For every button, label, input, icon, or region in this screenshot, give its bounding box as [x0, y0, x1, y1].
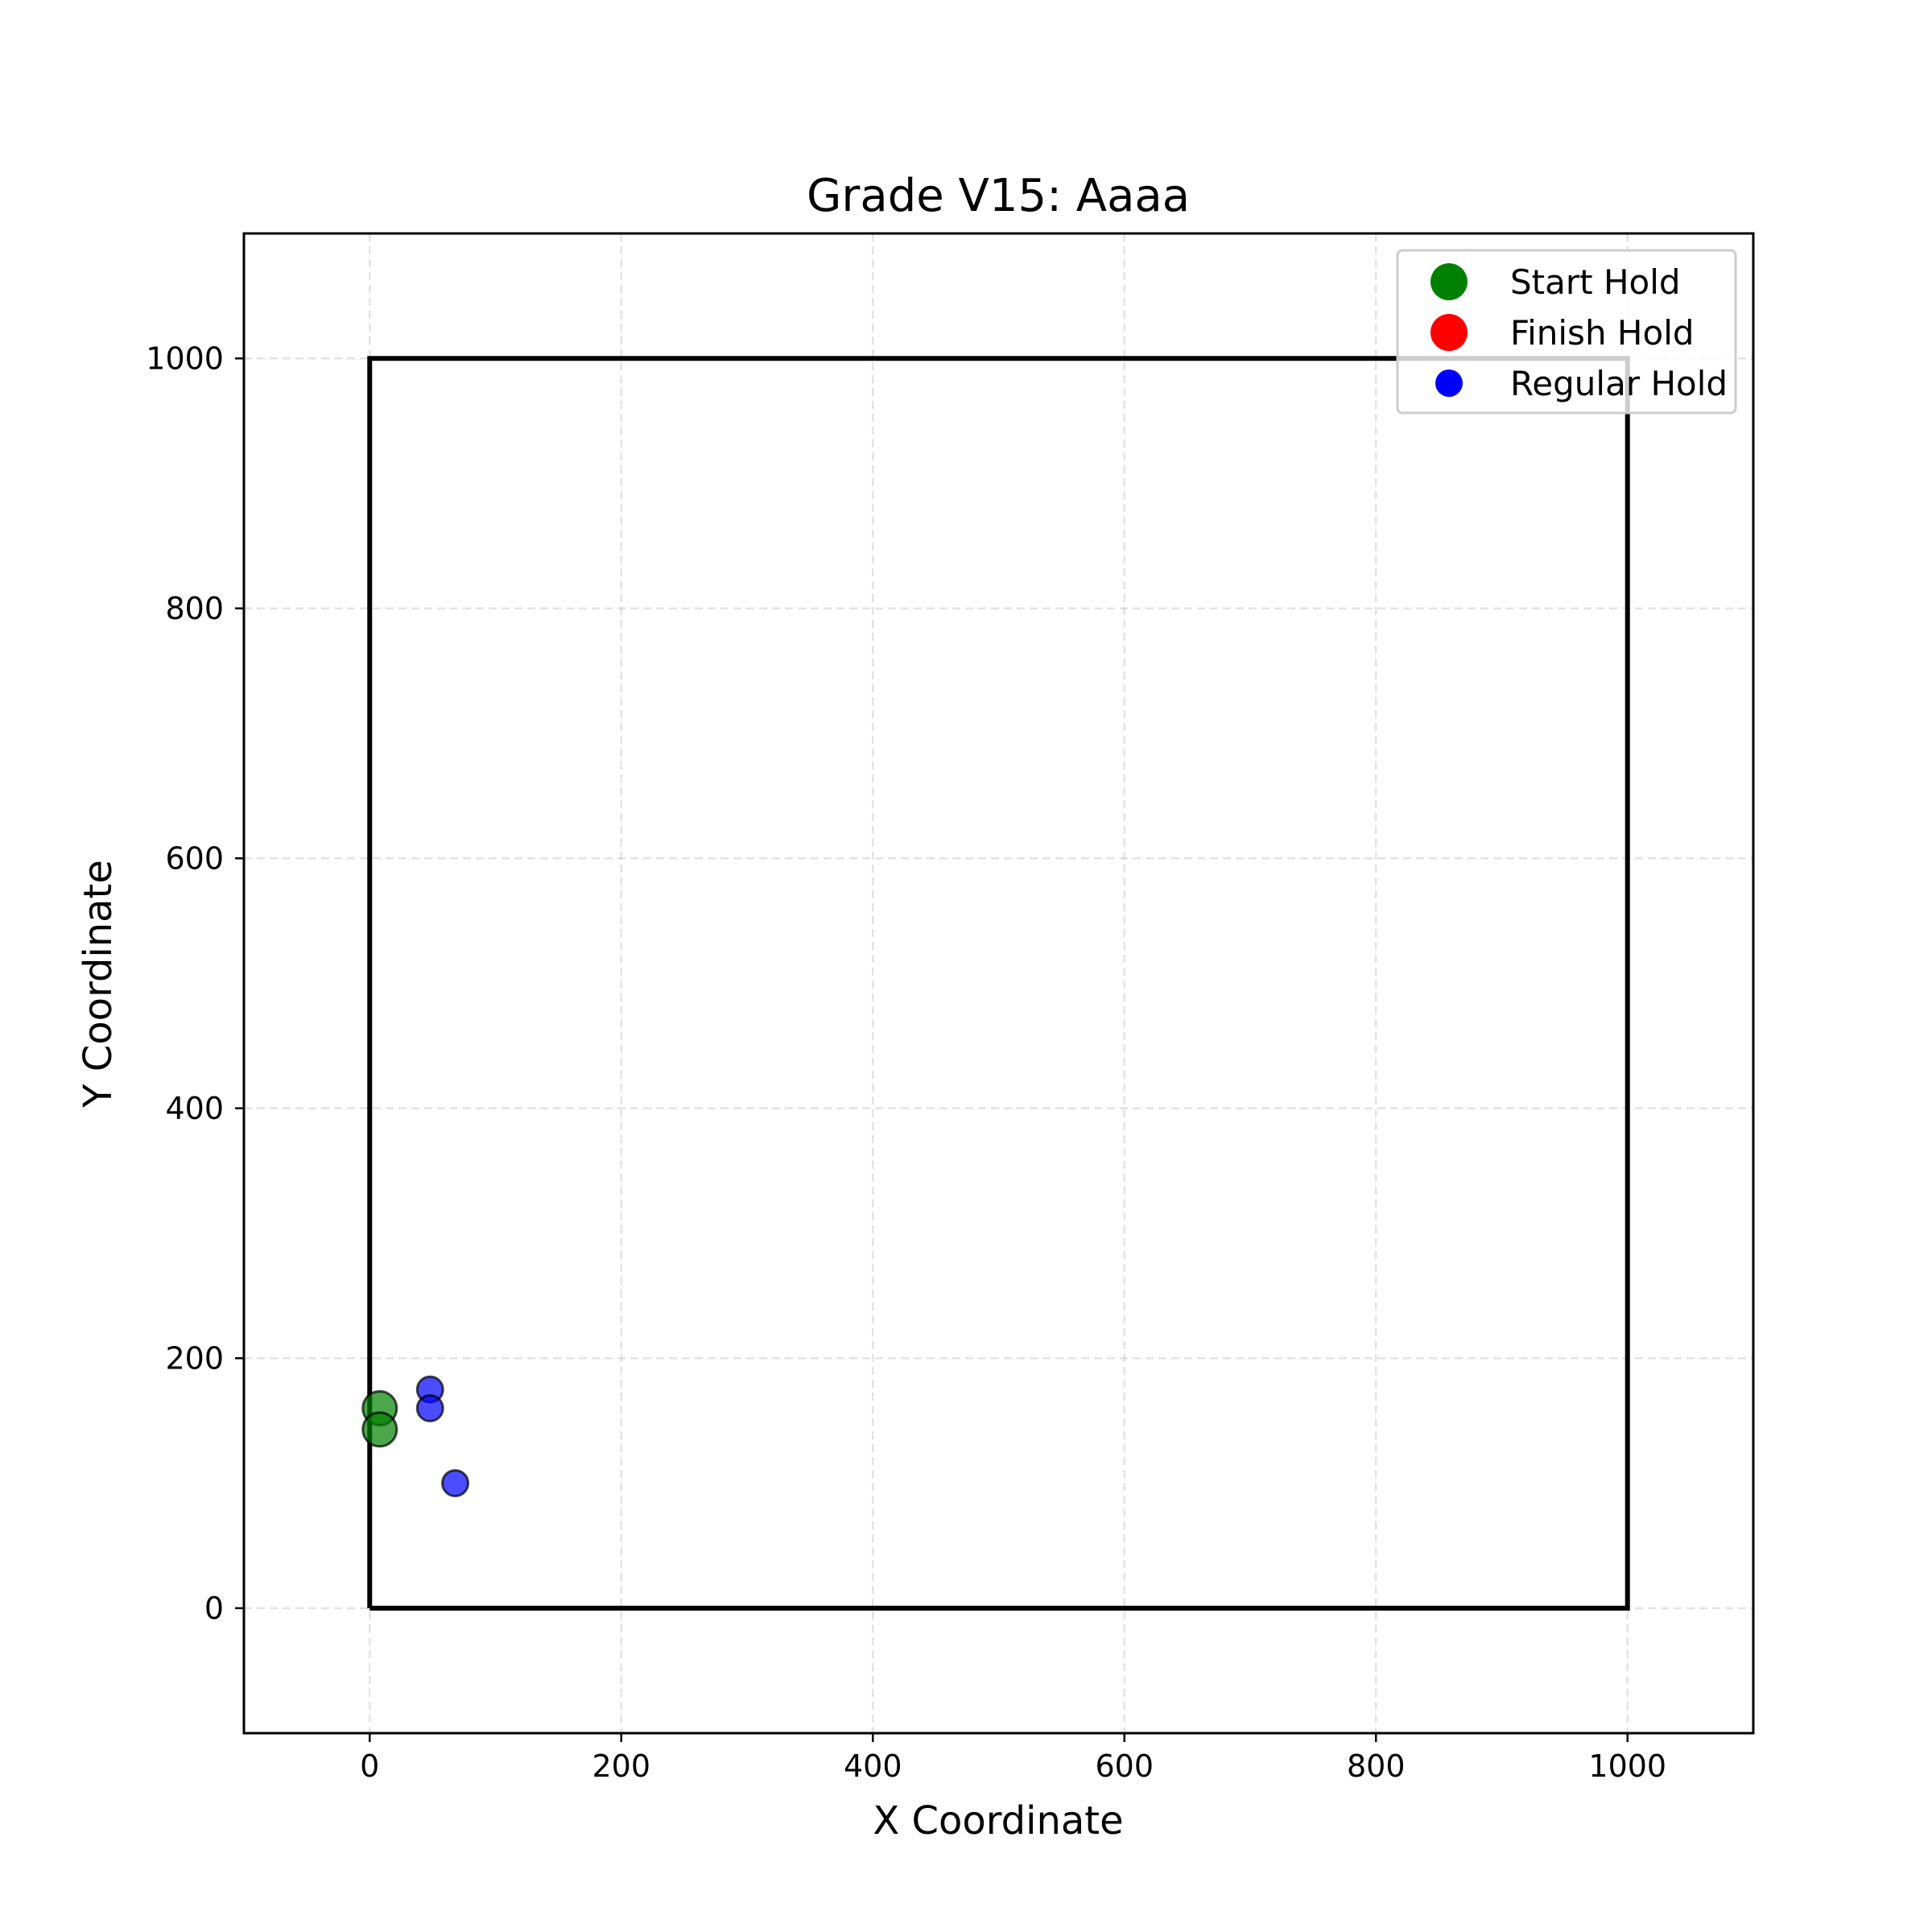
hold-points [361, 1375, 469, 1497]
legend-label-regular-hold: Regular Hold [1510, 364, 1728, 403]
legend: Start Hold Finish Hold Regular Hold [1396, 249, 1737, 415]
legend-label-finish-hold: Finish Hold [1510, 313, 1695, 353]
y-tick-label: 800 [165, 591, 224, 626]
y-tick-label: 200 [165, 1340, 224, 1376]
legend-label-start-hold: Start Hold [1510, 262, 1681, 302]
x-tick-label: 600 [1095, 1748, 1154, 1784]
x-tick-label: 0 [360, 1748, 379, 1784]
x-tick-label: 200 [592, 1748, 650, 1784]
plot-frame [242, 232, 1755, 1735]
legend-marker-start-hold [1430, 263, 1468, 300]
chart-title: Grade V15: Aaaa [807, 170, 1190, 222]
x-axis-ticks: 0 200 400 600 800 1000 [360, 1733, 1666, 1784]
legend-box [1396, 249, 1737, 415]
y-axis-ticks: 0 200 400 600 800 1000 [146, 341, 244, 1626]
y-tick-label: 0 [204, 1591, 224, 1626]
legend-marker-regular-hold [1435, 369, 1463, 397]
x-tick-label: 800 [1347, 1748, 1406, 1784]
x-tick-label: 1000 [1588, 1748, 1666, 1784]
y-tick-label: 1000 [146, 341, 224, 376]
y-tick-label: 600 [165, 840, 224, 876]
y-axis-label: Y Coordinate [76, 860, 121, 1108]
legend-marker-finish-hold [1430, 314, 1468, 351]
regular-hold-point [441, 1469, 469, 1497]
x-tick-label: 400 [844, 1748, 902, 1784]
regular-hold-point [415, 1393, 444, 1422]
y-tick-label: 400 [165, 1091, 224, 1126]
x-axis-label: X Coordinate [873, 1798, 1123, 1843]
start-hold-point [361, 1411, 398, 1448]
